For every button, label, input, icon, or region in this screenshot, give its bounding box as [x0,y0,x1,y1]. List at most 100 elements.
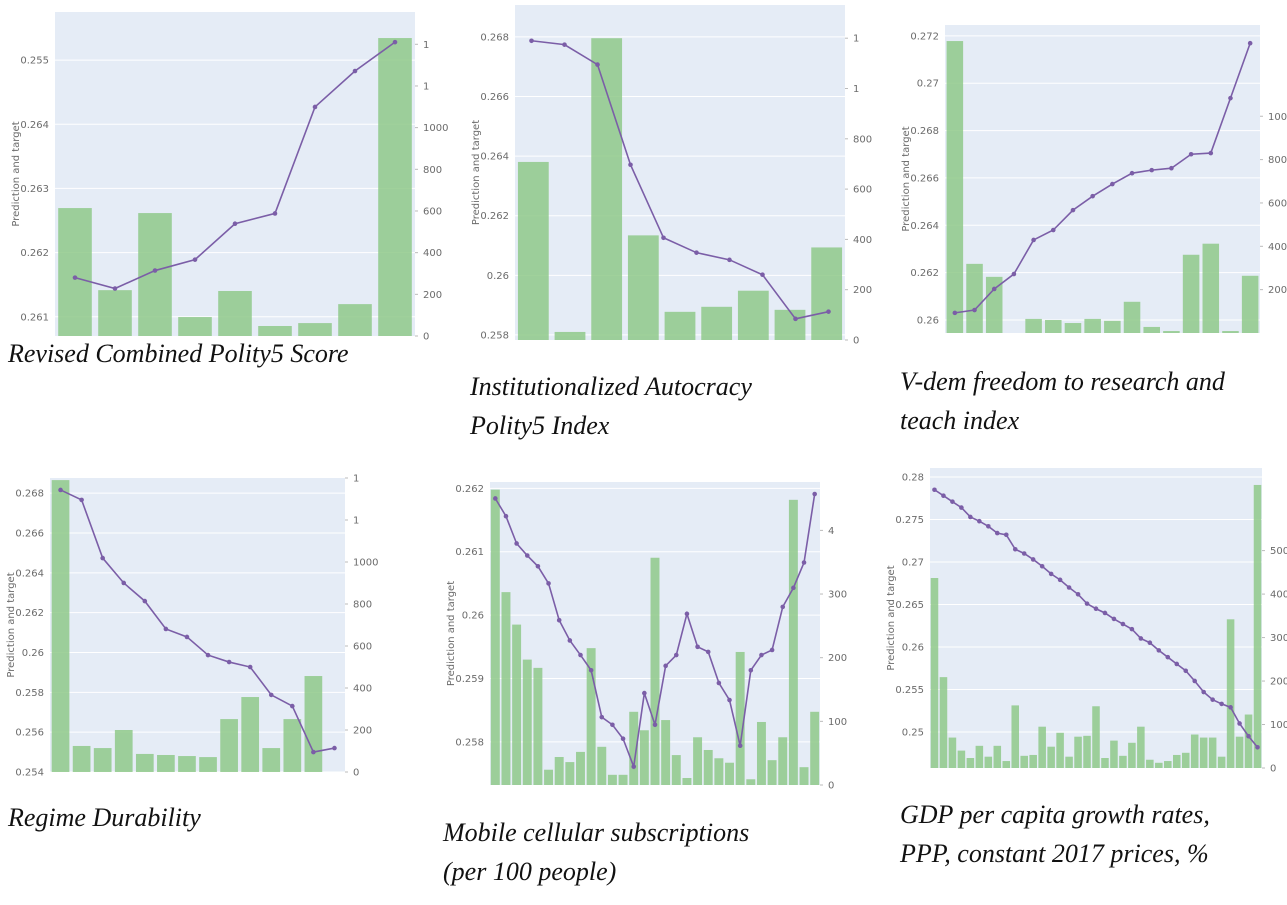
bar [1222,331,1239,333]
y2-tick-label: 0 [828,781,834,792]
bar [1143,326,1160,333]
y-tick-label: 0.272 [910,31,939,42]
bar [517,161,549,340]
bar [98,290,132,336]
line-marker [1012,546,1018,552]
line-marker [991,286,997,292]
y-tick-label: 0.28 [902,473,924,484]
bar [241,697,260,772]
bar [1172,754,1181,768]
y-tick-label: 0.268 [910,126,939,137]
bar [1217,756,1226,768]
y2-tick-label: 300 [1270,633,1287,644]
line-marker [1048,571,1054,577]
line-marker [1050,227,1056,233]
bar [737,290,769,340]
bar [298,323,332,336]
bar [984,756,993,768]
line [531,39,829,320]
line-marker [1169,165,1174,171]
bar [1101,758,1109,768]
line-marker [1174,661,1180,667]
line-marker [952,310,958,316]
line-marker [503,513,509,519]
y-tick-label: 0.262 [910,268,939,279]
caption: Institutionalized Autocracy [469,372,752,401]
chart: 0.268 0.266 0.264 0.262 0.26 0.258 0 200 400 600 8… [469,5,872,440]
y-tick-label: 0.25 [902,727,924,738]
y-tick-label: 0.275 [895,515,924,526]
line-marker [1188,151,1194,157]
bar [544,769,554,785]
line-marker [142,598,148,604]
bar [1083,735,1091,768]
line-marker [694,250,699,255]
bar [1092,706,1100,768]
bar [985,276,1003,333]
line-marker [986,524,991,529]
bar [522,659,532,785]
line-marker [1138,636,1144,641]
y2-tick-label: 0 [853,336,859,347]
y-tick-label: 0.27 [917,79,939,90]
bar [218,290,252,336]
line-marker [769,647,775,653]
bar [1056,732,1064,768]
line-marker [1021,551,1027,556]
bar [639,730,649,785]
y-tick-label: 0.264 [480,152,509,163]
bar [283,719,302,772]
line-marker [1156,648,1162,653]
line-marker [968,514,973,520]
line-marker [1165,654,1171,660]
line-marker [272,211,278,216]
y-tick-label: 0.26 [917,315,939,326]
y2-tick-label: 1000 [1268,112,1287,123]
line-marker [780,604,786,610]
bar [1104,320,1121,333]
y2-tick-label: 1000 [353,558,378,569]
bar [1208,737,1217,768]
bar [1025,318,1042,333]
bar [664,311,696,340]
bar [220,719,238,772]
y2-tick-label: 200 [1268,285,1287,296]
plot-background [515,5,845,340]
line-marker [514,541,519,546]
line-marker [1102,610,1108,616]
bar [810,711,820,785]
bar [72,745,91,772]
line-marker [716,680,722,686]
line-marker [610,722,615,728]
bar [725,762,734,785]
y2-tick-label: 0 [353,768,359,779]
caption: teach index [900,406,1020,435]
bar [1181,752,1190,768]
line-marker [1228,95,1233,101]
caption: Revised Combined Polity5 Score [7,339,349,368]
y-tick-label: 0.27 [902,557,924,568]
y-tick-label: 0.264 [910,221,939,232]
line-marker [232,221,238,227]
bar [607,774,617,785]
y2-tick-label: 100 [828,717,847,728]
bar [576,751,585,785]
line-marker [801,560,807,565]
line-marker [1183,668,1189,674]
line-marker [1192,678,1198,684]
bar [258,325,292,336]
bar [629,711,639,785]
bar [135,753,154,772]
line-marker [578,652,583,658]
line-marker [793,316,798,322]
y2-tick-label: 600 [423,206,442,217]
bar [966,758,975,768]
bar [975,745,984,768]
bar [1226,619,1235,768]
caption: Polity5 Index [469,411,610,440]
y2-tick-label: 600 [1268,198,1287,209]
y-tick-label: 0.26 [902,642,924,653]
line-marker [535,564,541,569]
bar [1163,331,1180,333]
line-marker [79,497,84,503]
